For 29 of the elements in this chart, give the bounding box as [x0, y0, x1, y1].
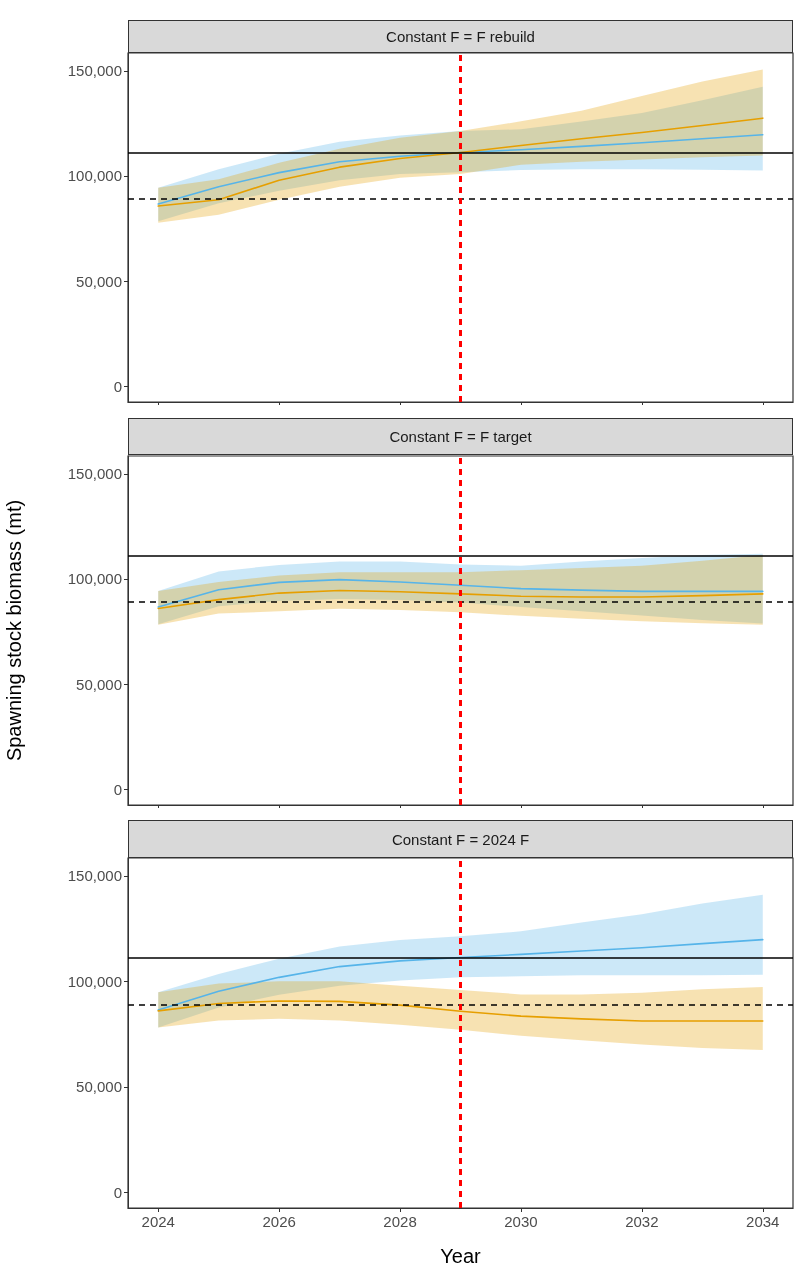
- chart-title: Constant F = F rebuild: [128, 20, 793, 53]
- y-axis-title: Spawning stock biomass (mt): [3, 499, 25, 762]
- y-tick-label: 150,000: [67, 465, 122, 483]
- chart-title: Constant F = 2024 F: [128, 820, 793, 858]
- y-tick-label: 50,000: [76, 272, 122, 290]
- y-tick-label: 150,000: [67, 62, 122, 80]
- x-axis-title: Year: [440, 1245, 482, 1267]
- x-tick-label: 2030: [504, 1213, 538, 1230]
- line-series: [157, 938, 764, 1011]
- y-tick-label: 0: [113, 377, 122, 395]
- y-tick-label: 50,000: [76, 1078, 122, 1096]
- y-tick-label: 150,000: [67, 867, 122, 885]
- x-tick-label: 2034: [746, 1213, 780, 1230]
- x-tick-label: 2024: [141, 1213, 175, 1230]
- line-series: [157, 589, 764, 610]
- y-tick-label: 100,000: [67, 972, 122, 990]
- x-tick-label: 2028: [383, 1213, 417, 1230]
- x-tick-label: 2032: [625, 1213, 659, 1230]
- y-tick-label: 100,000: [67, 167, 122, 185]
- y-tick-label: 50,000: [76, 675, 122, 693]
- line-series: [157, 117, 764, 207]
- line-series: [157, 578, 764, 608]
- y-tick-label: 0: [113, 1183, 122, 1201]
- line-series: [157, 133, 764, 205]
- y-tick-label: 0: [113, 780, 122, 798]
- line-series: [157, 1000, 764, 1022]
- y-tick-label: 100,000: [67, 570, 122, 588]
- chart-title: Constant F = F target: [128, 418, 793, 455]
- x-tick-label: 2026: [262, 1213, 296, 1230]
